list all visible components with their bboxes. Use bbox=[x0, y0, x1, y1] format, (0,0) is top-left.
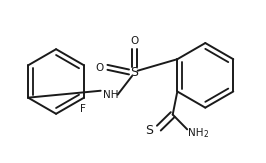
Text: O: O bbox=[95, 63, 104, 73]
Text: NH: NH bbox=[103, 90, 118, 100]
Text: NH: NH bbox=[188, 128, 203, 138]
Text: 2: 2 bbox=[203, 130, 208, 139]
Text: O: O bbox=[130, 36, 139, 46]
Text: F: F bbox=[80, 104, 85, 114]
Text: S: S bbox=[131, 66, 139, 79]
Text: S: S bbox=[145, 124, 153, 137]
